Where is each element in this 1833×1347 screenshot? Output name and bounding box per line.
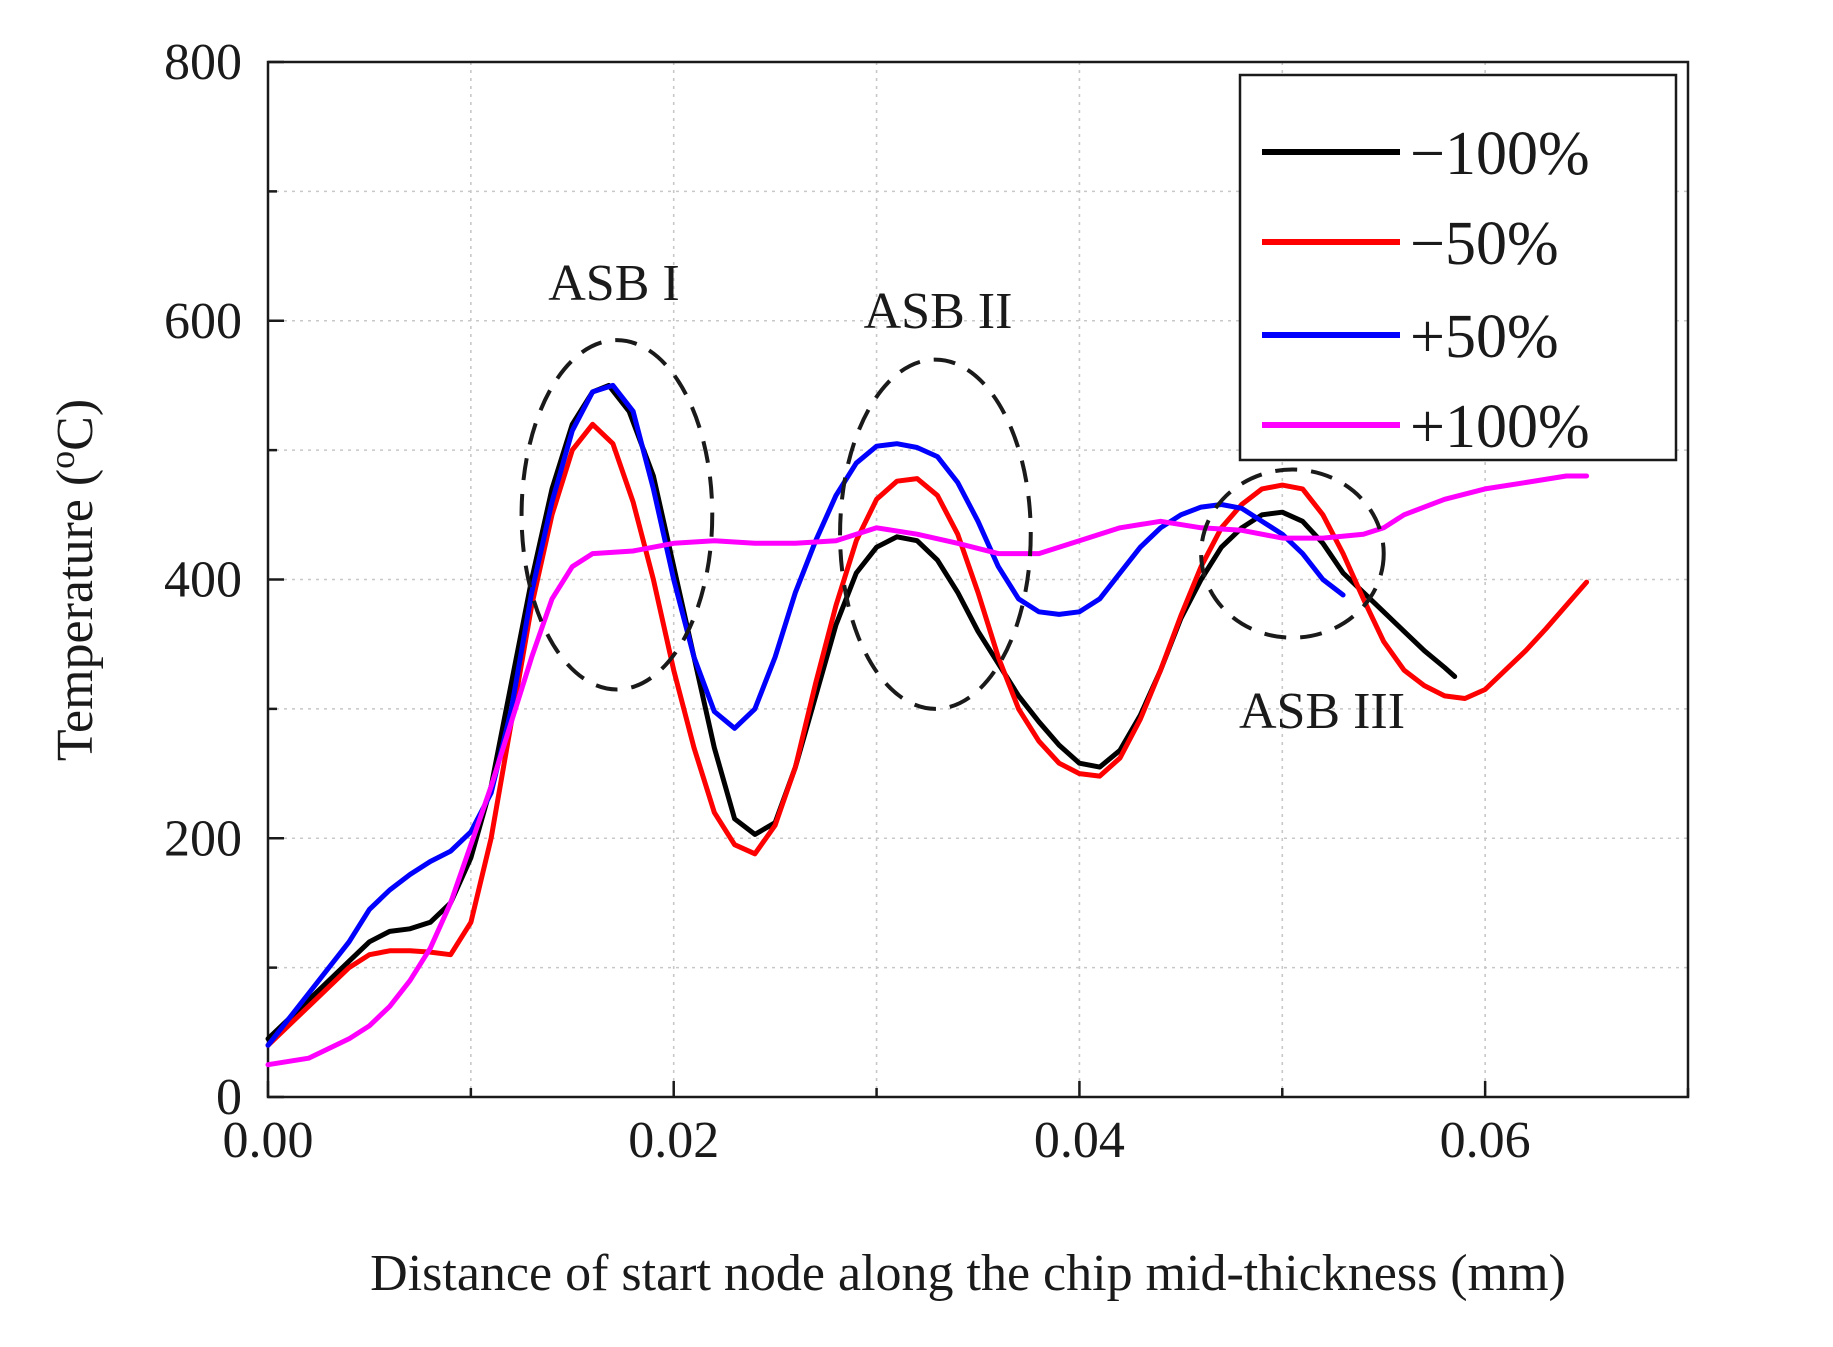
- legend-label-2: −50%: [1410, 210, 1559, 278]
- legend-label-4: +100%: [1410, 393, 1590, 461]
- x-tick-label: 0.00: [223, 1112, 314, 1169]
- y-tick-label: 0: [216, 1069, 242, 1126]
- y-tick-label: 800: [164, 34, 242, 91]
- legend-label-1: −100%: [1410, 120, 1590, 188]
- x-axis-title: Distance of start node along the chip mi…: [370, 1245, 1566, 1302]
- legend-box: [1238, 73, 1678, 462]
- y-axis-title-unit: C): [47, 399, 104, 451]
- x-tick-label: 0.06: [1440, 1112, 1531, 1169]
- asb-label-2: ASB II: [864, 283, 1013, 340]
- asb-label-1: ASB I: [548, 255, 679, 312]
- asb-ellipse-1: [519, 338, 715, 692]
- y-axis-title-text: Temperature (: [47, 469, 104, 761]
- y-tick-label: 200: [164, 810, 242, 867]
- y-axis-title: Temperature (oC): [42, 399, 104, 761]
- y-tick-label: 400: [164, 552, 242, 609]
- legend-label-3: +50%: [1410, 303, 1559, 371]
- y-axis-title-degree-sup: o: [42, 451, 82, 469]
- legend: −100% −50% +50% +100%: [1238, 73, 1678, 462]
- series-line-1: [265, 382, 1458, 1042]
- series-lines: [265, 382, 1590, 1068]
- asb-ellipse-3: [1199, 467, 1386, 640]
- asb-label-3: ASB III: [1239, 683, 1405, 740]
- x-tick-label: 0.02: [628, 1112, 719, 1169]
- y-tick-label: 600: [164, 293, 242, 350]
- series-line-4: [265, 473, 1590, 1068]
- asb-annotations: ASB I ASB II ASB III: [519, 255, 1405, 740]
- axis-ticks: 0.00 0.02 0.04 0.06 0 200 400 600 800: [164, 34, 1690, 1169]
- x-tick-label: 0.04: [1034, 1112, 1125, 1169]
- asb-ellipse-2: [838, 357, 1033, 711]
